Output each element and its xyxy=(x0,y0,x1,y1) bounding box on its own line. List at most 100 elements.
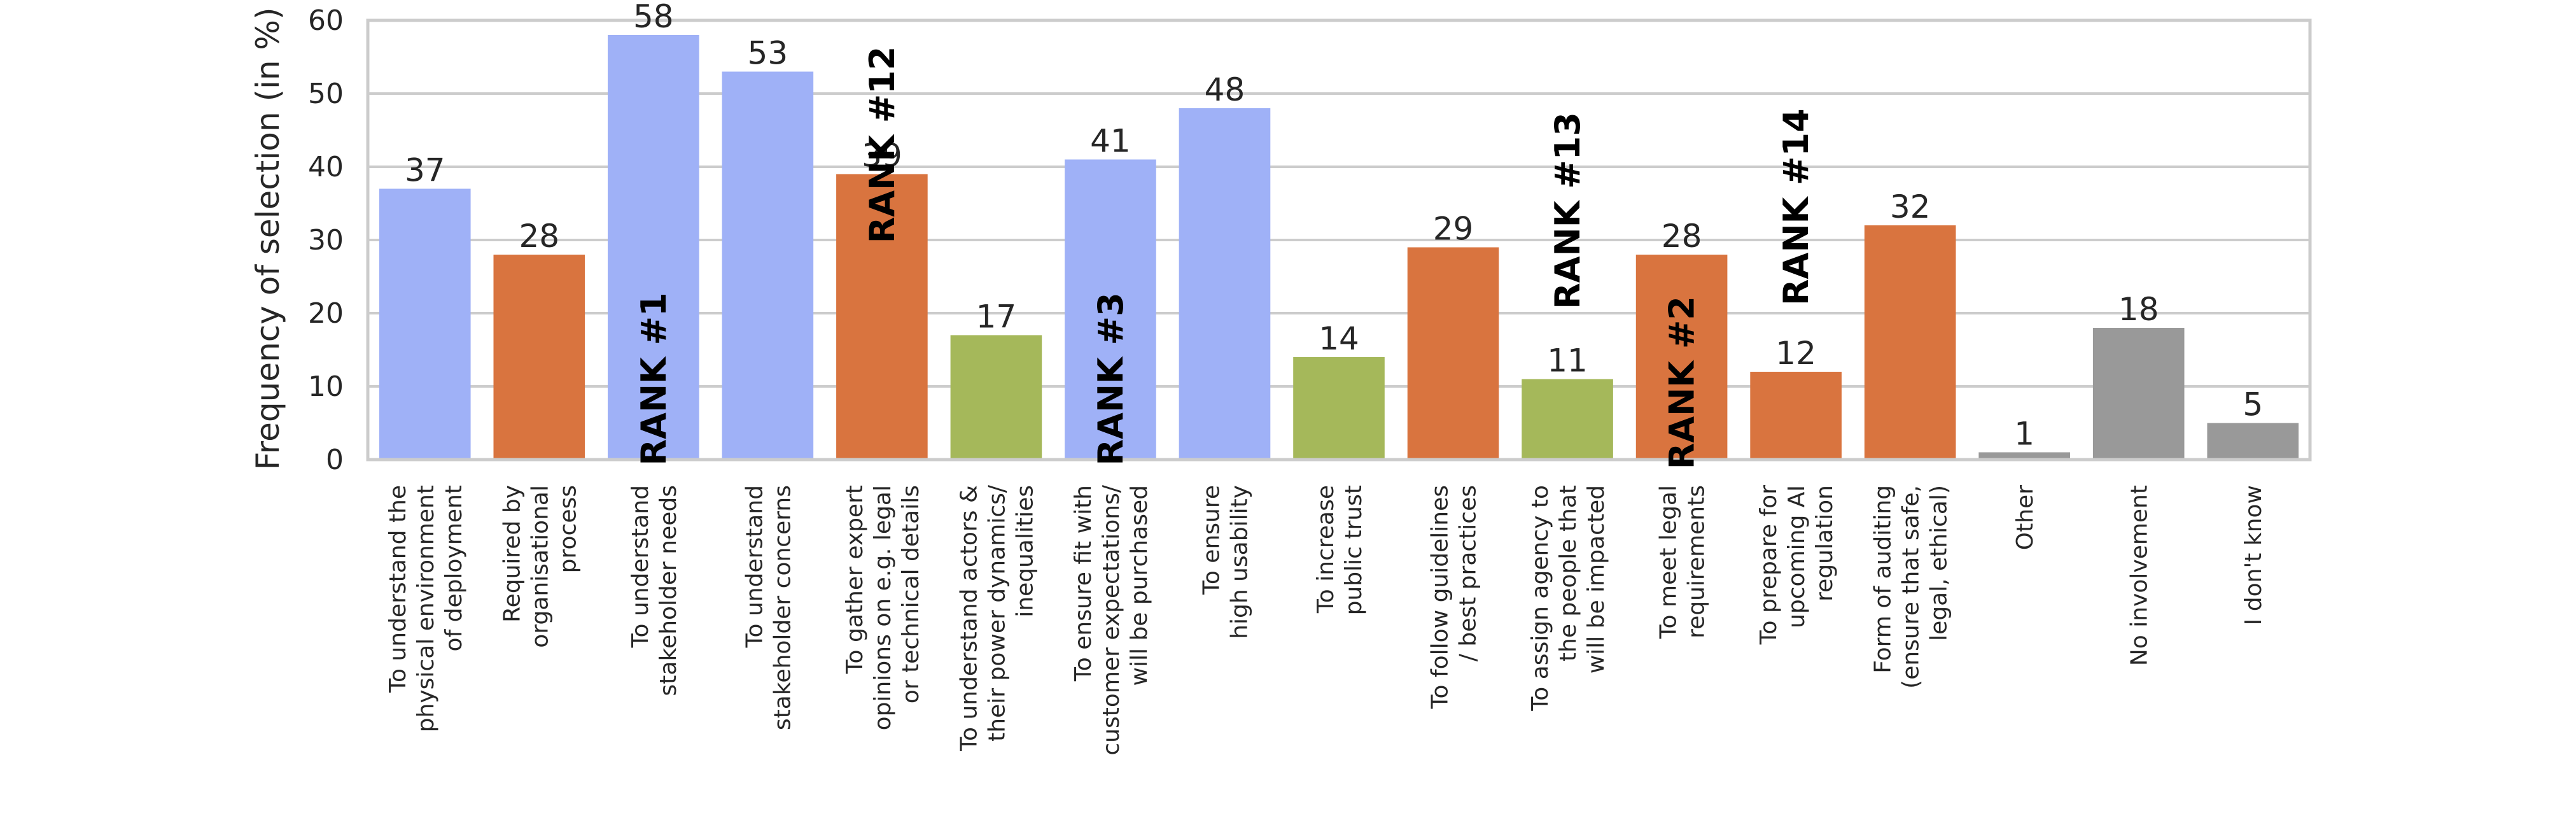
bar-value-label: 14 xyxy=(1319,320,1359,357)
bar xyxy=(379,188,471,460)
category-label-line: To ensure xyxy=(1198,485,1224,595)
category-label: To ensure high usability xyxy=(1198,485,1252,639)
category-label-line: (ensure that safe, xyxy=(1898,485,1924,689)
bar-value-label: 11 xyxy=(1547,342,1588,379)
bar xyxy=(950,335,1042,460)
category-label-line: To ensure fit with xyxy=(1070,485,1096,682)
rank-annotation: RANK #2 xyxy=(1662,296,1702,469)
plot-frame xyxy=(366,18,2312,462)
bar-value-label: 48 xyxy=(1205,71,1245,108)
y-tick-label: 20 xyxy=(308,297,344,330)
bar xyxy=(2092,328,2185,460)
category-label-line: high usability xyxy=(1226,485,1252,639)
category-label: To prepare for upcoming AI regulation xyxy=(1756,485,1838,645)
bar xyxy=(1522,379,1613,460)
category-label-line: of deployment xyxy=(441,485,467,651)
rank-annotation: RANK #13 xyxy=(1548,112,1588,309)
category-label-line: stakeholder concerns xyxy=(769,485,795,730)
bar xyxy=(1864,225,1956,460)
rank-annotation: RANK #1 xyxy=(634,292,674,465)
category-label-line: will be purchased xyxy=(1126,485,1152,686)
category-label-line: Required by xyxy=(499,485,525,623)
category-label: To understand actors & their power dynami… xyxy=(956,484,1038,752)
bar-value-label: 28 xyxy=(519,218,559,255)
category-label-line: inequalities xyxy=(1012,485,1038,617)
y-tick-label: 40 xyxy=(308,151,344,183)
category-label-line: To understand actors & xyxy=(956,485,982,752)
category-label: To understand stakeholder needs xyxy=(627,485,682,696)
rank-annotation: RANK #3 xyxy=(1091,292,1131,465)
bar-value-label: 32 xyxy=(1890,188,1931,225)
category-label-line: To follow guidelines xyxy=(1427,485,1453,709)
bar xyxy=(1065,159,1156,460)
bar xyxy=(1750,372,1842,460)
category-label-line: To assign agency to xyxy=(1527,485,1553,712)
category-label-line: will be impacted xyxy=(1583,485,1609,673)
category-label: To follow guidelines / best practices xyxy=(1427,485,1481,709)
bar xyxy=(1179,108,1271,460)
bar xyxy=(2207,423,2299,460)
bar xyxy=(1978,452,2070,460)
category-label-line: To understand xyxy=(741,485,767,648)
y-axis-ticks: 0 10 20 30 40 50 60 xyxy=(308,4,344,476)
category-label: To meet legal requirements xyxy=(1656,485,1710,639)
category-label: To understand stakeholder concerns xyxy=(741,485,795,730)
category-label: Other xyxy=(2012,485,2038,550)
category-label-line: process xyxy=(555,485,581,573)
category-label-line: / best practices xyxy=(1455,485,1481,661)
value-labels: 37 28 58 53 39 17 41 48 14 29 11 28 12 32 1 18 5 xyxy=(405,0,2263,453)
bar-value-label: 28 xyxy=(1662,218,1702,255)
category-labels: To understand the physical environment of … xyxy=(385,484,2267,755)
category-label-line: To understand xyxy=(627,485,654,648)
category-label: To gather expert opinions on e.g. legal or… xyxy=(842,485,924,730)
y-tick-label: 50 xyxy=(308,78,344,110)
category-label: Form of auditing (ensure that safe, legal,… xyxy=(1870,485,1952,689)
bar-value-label: 37 xyxy=(405,152,445,189)
category-label: No involvement xyxy=(2127,485,2153,666)
bar-value-label: 5 xyxy=(2243,386,2263,423)
category-label-line: the people that xyxy=(1555,485,1581,661)
category-label-line: No involvement xyxy=(2127,485,2153,666)
category-label: To ensure fit with customer expectations/… xyxy=(1070,484,1152,755)
category-label-line: physical environment xyxy=(413,485,439,732)
bar-value-label: 12 xyxy=(1775,335,1816,372)
category-label-line: opinions on e.g. legal xyxy=(870,485,896,730)
bar xyxy=(1407,247,1499,460)
category-label-line: their power dynamics/ xyxy=(984,484,1010,742)
category-label-line: To meet legal xyxy=(1656,485,1682,639)
y-tick-label: 30 xyxy=(308,224,344,257)
category-label: To assign agency to the people that will b… xyxy=(1527,485,1609,712)
category-label-line: Other xyxy=(2012,485,2038,550)
rank-annotations: RANK #1 RANK #12 RANK #3 RANK #13 RANK #2 RAN… xyxy=(634,46,1816,470)
bar-value-label: 29 xyxy=(1433,211,1474,248)
bar-value-label: 39 xyxy=(862,138,902,174)
category-label-line: To prepare for xyxy=(1756,485,1782,645)
bar xyxy=(493,255,585,460)
category-label-line: stakeholder needs xyxy=(655,485,682,696)
category-label: To increase public trust xyxy=(1313,485,1367,615)
category-label: Required by organisational process xyxy=(499,485,581,648)
rank-annotation: RANK #14 xyxy=(1776,108,1816,306)
category-label-line: legal, ethical) xyxy=(1926,485,1952,641)
bar xyxy=(608,35,699,460)
category-label-line: Form of auditing xyxy=(1870,485,1896,673)
y-tick-label: 60 xyxy=(308,4,344,37)
category-label-line: public trust xyxy=(1341,485,1367,615)
bar-value-label: 58 xyxy=(633,0,674,35)
bar xyxy=(1293,357,1385,460)
category-label: To understand the physical environment of … xyxy=(385,485,467,732)
y-tick-label: 0 xyxy=(326,444,344,476)
rank-annotation: RANK #12 xyxy=(862,46,902,244)
bar xyxy=(1635,255,1728,460)
y-axis-label: Frequency of selection (in %) xyxy=(249,8,286,470)
category-label-line: customer expectations/ xyxy=(1098,484,1124,755)
bar xyxy=(836,174,928,460)
y-tick-label: 10 xyxy=(308,370,344,403)
category-label-line: To understand the xyxy=(385,485,411,693)
category-label-line: regulation xyxy=(1812,485,1838,602)
bar-value-label: 1 xyxy=(2014,416,2034,453)
bar xyxy=(722,71,814,460)
category-label-line: To gather expert xyxy=(842,485,868,674)
bar-value-label: 17 xyxy=(976,299,1017,335)
